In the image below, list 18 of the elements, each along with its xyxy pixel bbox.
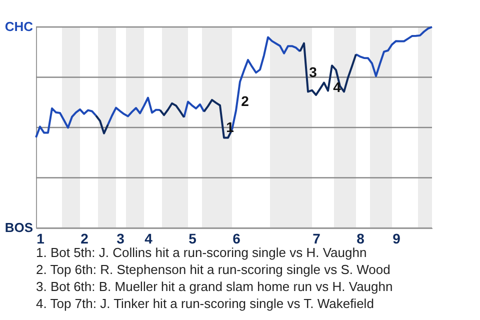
annotation: 3: [309, 64, 318, 80]
x-tick-label: 4: [144, 230, 153, 246]
text: 3. Bot 6th: B. Mueller hit a grand slam home run vs H. Vaughn: [36, 279, 393, 294]
text: 2. Top 6th: R. Stephenson hit a run-scoring single vs S. Wood: [36, 262, 390, 277]
x-tick-label: 7: [312, 230, 321, 246]
text: 4. Top 7th: J. Tinker hit a run-scoring single vs T. Wakefield: [36, 296, 374, 311]
annotation: 4: [333, 79, 342, 95]
x-tick-label: 5: [188, 230, 197, 246]
annotation: 2: [241, 93, 250, 109]
x-tick-label: 3: [116, 230, 125, 246]
x-tick-label: 6: [232, 230, 241, 246]
ref-line-label: BOS: [4, 220, 34, 235]
ref-line-label: CHC: [4, 19, 34, 34]
x-tick-label: 8: [356, 230, 365, 246]
x-tick-label: 9: [392, 230, 401, 246]
x-tick-label: 1: [36, 230, 45, 246]
x-tick-label: 2: [80, 230, 89, 246]
text: 1. Bot 5th: J. Collins hit a run-scoring single vs H. Vaughn: [36, 245, 367, 260]
